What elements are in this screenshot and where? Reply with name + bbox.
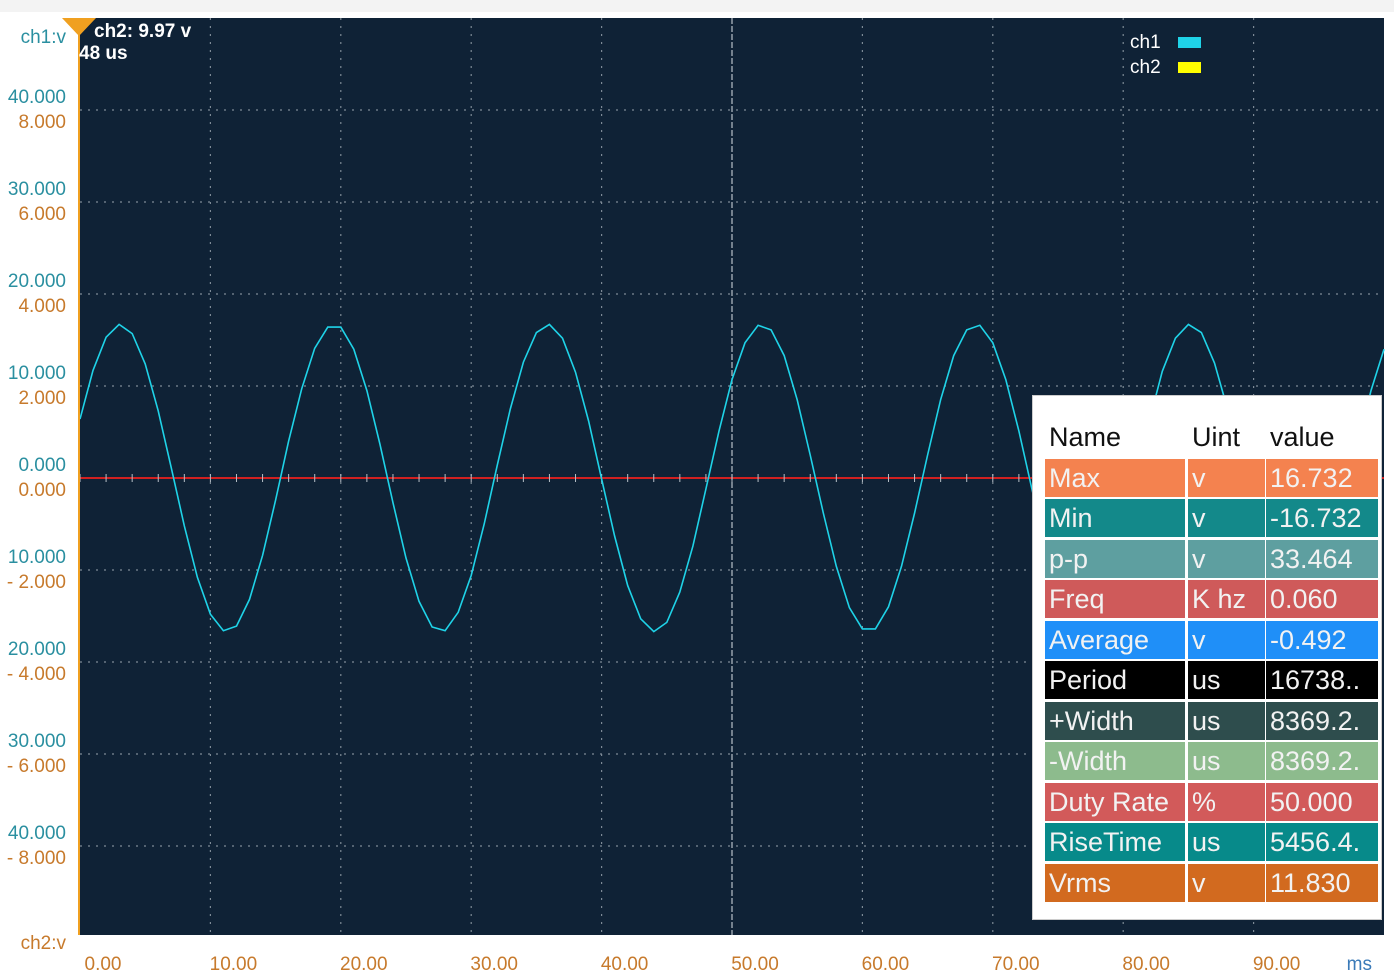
- table-cell: Average: [1045, 620, 1185, 659]
- y2-tick-label: - 2.000: [7, 572, 66, 593]
- y2-tick-label: - 6.000: [7, 756, 66, 777]
- table-cell: Name: [1045, 418, 1185, 456]
- table-cell: us: [1188, 823, 1265, 861]
- table-cell: v: [1188, 620, 1265, 659]
- y2-tick-label: 6.000: [18, 204, 66, 225]
- table-cell: p-p: [1045, 539, 1185, 578]
- table-cell: Uint: [1188, 418, 1265, 456]
- y2-tick-label: 8.000: [18, 112, 66, 133]
- x-tick-label: 20.00: [340, 954, 388, 975]
- table-cell: 8369.2.: [1266, 742, 1378, 780]
- trace: [79, 323, 1385, 633]
- x-tick-label: 60.00: [862, 954, 910, 975]
- table-cell: Vrms: [1045, 863, 1185, 902]
- grid: [79, 18, 1384, 935]
- table-cell: Freq: [1045, 580, 1185, 618]
- x-tick-label: 10.00: [210, 954, 258, 975]
- table-cell: Duty Rate: [1045, 782, 1185, 821]
- x-tick-label: 40.00: [601, 954, 649, 975]
- y2-tick-label: 2.000: [18, 388, 66, 409]
- y2-tick-label: - 4.000: [7, 664, 66, 685]
- y-axis-label: ch1:v: [21, 27, 67, 48]
- table-cell: -Width: [1045, 742, 1185, 780]
- x-tick-label: 70.00: [992, 954, 1040, 975]
- y-tick-label: 30.000: [8, 731, 66, 752]
- table-cell: 8369.2.: [1266, 701, 1378, 740]
- y-tick-label: 20.000: [8, 639, 66, 660]
- y-tick-label: 10.000: [8, 363, 66, 384]
- table-cell: -16.732: [1266, 499, 1378, 537]
- cursor-value: ch2: 9.97 v: [94, 21, 192, 42]
- table-cell: 16738..: [1266, 661, 1378, 699]
- table-cell: RiseTime: [1045, 823, 1185, 861]
- table-cell: Max: [1045, 458, 1185, 497]
- cursor-time: 48 us: [79, 43, 128, 64]
- legend-label: ch2: [1130, 57, 1161, 78]
- x-tick-label: 30.00: [470, 954, 518, 975]
- legend-swatch: [1178, 62, 1201, 73]
- table-cell: us: [1188, 742, 1265, 780]
- y2-tick-label: - 8.000: [7, 848, 66, 869]
- table-cell: 11.830: [1266, 863, 1378, 902]
- table-cell: +Width: [1045, 701, 1185, 740]
- top-strip: [0, 0, 1394, 12]
- table-cell: %: [1188, 782, 1265, 821]
- table-cell: v: [1188, 499, 1265, 537]
- y-tick-label: 10.000: [8, 547, 66, 568]
- y-tick-label: 30.000: [8, 179, 66, 200]
- table-cell: Min: [1045, 499, 1185, 537]
- table-cell: Period: [1045, 661, 1185, 699]
- y2-axis-label: ch2:v: [21, 933, 67, 954]
- y2-tick-label: 0.000: [18, 480, 66, 501]
- table-cell: v: [1188, 863, 1265, 902]
- cursor-marker[interactable]: [62, 18, 96, 36]
- table-cell: value: [1266, 418, 1378, 456]
- y2-tick-label: 4.000: [18, 296, 66, 317]
- y-tick-label: 20.000: [8, 271, 66, 292]
- measurement-table: Name Uint value Max v 16.732 Min v -16.732 p-p v 33…: [1032, 395, 1382, 920]
- table-cell: -0.492: [1266, 620, 1378, 659]
- x-axis-label: ms: [1347, 954, 1372, 975]
- table-cell: us: [1188, 661, 1265, 699]
- table-cell: v: [1188, 458, 1265, 497]
- table-cell: 0.060: [1266, 580, 1378, 618]
- y-tick-label: 0.000: [18, 455, 66, 476]
- y-tick-label: 40.000: [8, 823, 66, 844]
- x-tick-label: 90.00: [1253, 954, 1301, 975]
- x-tick-label: 80.00: [1122, 954, 1170, 975]
- legend-swatch: [1178, 37, 1201, 48]
- x-tick-label: 0.00: [85, 954, 122, 975]
- table-cell: v: [1188, 539, 1265, 578]
- table-cell: 5456.4.: [1266, 823, 1378, 861]
- y-tick-label: 40.000: [8, 87, 66, 108]
- table-cell: 16.732: [1266, 458, 1378, 497]
- legend-label: ch1: [1130, 32, 1161, 53]
- table-cell: 33.464: [1266, 539, 1378, 578]
- table-cell: K hz: [1188, 580, 1265, 618]
- table-cell: us: [1188, 701, 1265, 740]
- table-cell: 50.000: [1266, 782, 1378, 821]
- x-tick-label: 50.00: [731, 954, 779, 975]
- traces: [79, 323, 1385, 633]
